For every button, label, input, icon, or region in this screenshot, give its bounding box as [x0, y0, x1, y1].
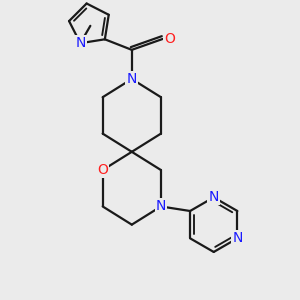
Text: O: O: [164, 32, 175, 46]
Text: N: N: [156, 200, 166, 213]
Text: O: O: [97, 163, 108, 177]
Text: N: N: [75, 36, 86, 50]
Text: N: N: [232, 231, 243, 245]
Text: N: N: [127, 72, 137, 86]
Text: N: N: [208, 190, 219, 204]
